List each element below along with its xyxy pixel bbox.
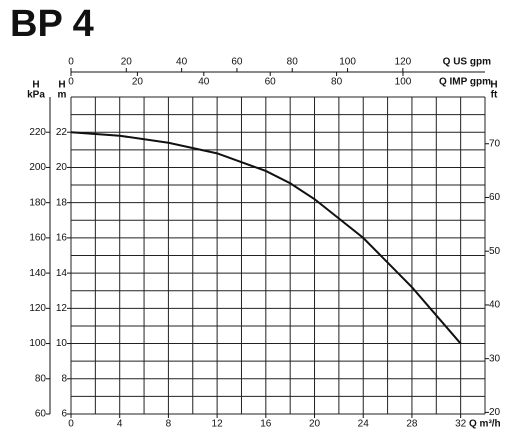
imp-gpm-axis-label: Q IMP gpm [439, 77, 491, 88]
kpa-tick-label: 140 [29, 268, 46, 279]
kpa-tick-label: 60 [35, 409, 47, 420]
ft-tick-label: 70 [489, 138, 501, 149]
x-tick-label: 16 [260, 419, 272, 430]
imp-gpm-tick-label: 0 [68, 77, 74, 88]
imp-gpm-tick-label: 20 [132, 77, 144, 88]
x-tick-label: 32 [455, 419, 467, 430]
y-tick-label: 14 [56, 268, 68, 279]
kpa-axis-label: H [32, 80, 39, 91]
kpa-tick-label: 220 [29, 127, 46, 138]
us-gpm-tick-label: 80 [287, 57, 299, 68]
imp-gpm-tick-label: 40 [198, 77, 210, 88]
x-tick-label: 0 [68, 419, 74, 430]
x-axis-label: Q m³/h [469, 419, 501, 430]
kpa-tick-label: 180 [29, 197, 46, 208]
us-gpm-tick-label: 20 [121, 57, 133, 68]
y-axis-label: H [58, 80, 65, 91]
x-tick-label: 20 [309, 419, 321, 430]
us-gpm-tick-label: 0 [68, 57, 74, 68]
ft-axis-label: H [490, 80, 497, 91]
x-tick-label: 12 [212, 419, 224, 430]
ft-tick-label: 30 [489, 353, 501, 364]
ft-tick-label: 20 [489, 407, 501, 418]
ft-tick-label: 50 [489, 246, 501, 257]
us-gpm-axis-label: Q US gpm [443, 57, 491, 68]
y-tick-label: 6 [61, 409, 67, 420]
ft-tick-label: 40 [489, 300, 501, 311]
y-tick-label: 16 [56, 233, 68, 244]
ft-tick-label: 60 [489, 192, 501, 203]
kpa-tick-label: 120 [29, 303, 46, 314]
y-tick-label: 12 [56, 303, 68, 314]
y-tick-label: 18 [56, 197, 68, 208]
imp-gpm-tick-label: 100 [395, 77, 412, 88]
chart-title: BP 4 [10, 3, 94, 45]
y-tick-label: 10 [56, 338, 68, 349]
pump-curve [70, 131, 462, 345]
us-gpm-tick-label: 100 [339, 57, 356, 68]
kpa-tick-label: 100 [29, 338, 46, 349]
x-tick-label: 28 [406, 419, 418, 430]
y-tick-label: 22 [56, 127, 68, 138]
x-tick-label: 4 [117, 419, 123, 430]
us-gpm-tick-label: 40 [176, 57, 188, 68]
kpa-tick-label: 160 [29, 233, 46, 244]
kpa-tick-label: 80 [35, 373, 47, 384]
y-tick-label: 8 [61, 373, 67, 384]
kpa-tick-label: 200 [29, 162, 46, 173]
us-gpm-tick-label: 60 [231, 57, 243, 68]
us-gpm-tick-label: 120 [395, 57, 412, 68]
x-tick-label: 8 [166, 419, 172, 430]
ft-axis-label: ft [491, 90, 498, 101]
x-tick-label: 24 [358, 419, 370, 430]
kpa-axis-label: kPa [27, 90, 45, 101]
imp-gpm-tick-label: 60 [265, 77, 277, 88]
y-tick-label: 20 [56, 162, 68, 173]
imp-gpm-tick-label: 80 [331, 77, 343, 88]
y-axis-label: m [58, 90, 67, 101]
